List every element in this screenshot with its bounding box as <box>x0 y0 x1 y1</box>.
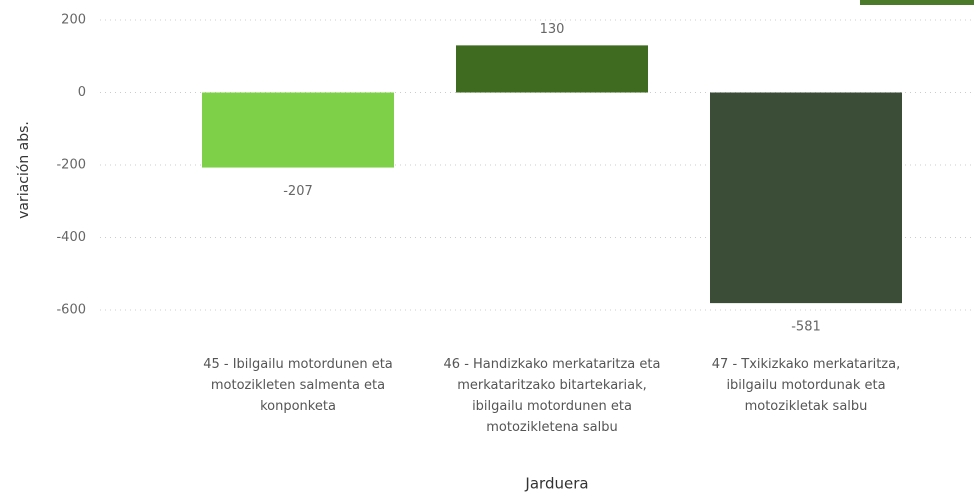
decoration <box>860 0 974 5</box>
y-tick-label: 200 <box>61 13 86 28</box>
bar <box>710 92 902 304</box>
bar <box>456 45 648 93</box>
x-tick-label: 47 - Txikizkako merkataritza, ibilgailu … <box>711 357 901 414</box>
bar <box>202 92 394 168</box>
x-tick-label: 46 - Handizkako merkataritza eta merkata… <box>443 357 661 435</box>
x-axis-label: Jarduera <box>524 475 588 493</box>
y-tick-label: -600 <box>56 303 86 318</box>
y-tick-label: -200 <box>56 158 86 173</box>
data-label: 130 <box>540 22 565 37</box>
data-label: -581 <box>791 320 821 335</box>
x-tick-label: 45 - Ibilgailu motordunen eta motoziklet… <box>203 357 393 414</box>
y-tick-label: -400 <box>56 230 86 245</box>
data-label: -207 <box>283 184 313 199</box>
y-axis-label: variación abs. <box>16 121 32 219</box>
y-tick-label: 0 <box>78 85 86 100</box>
